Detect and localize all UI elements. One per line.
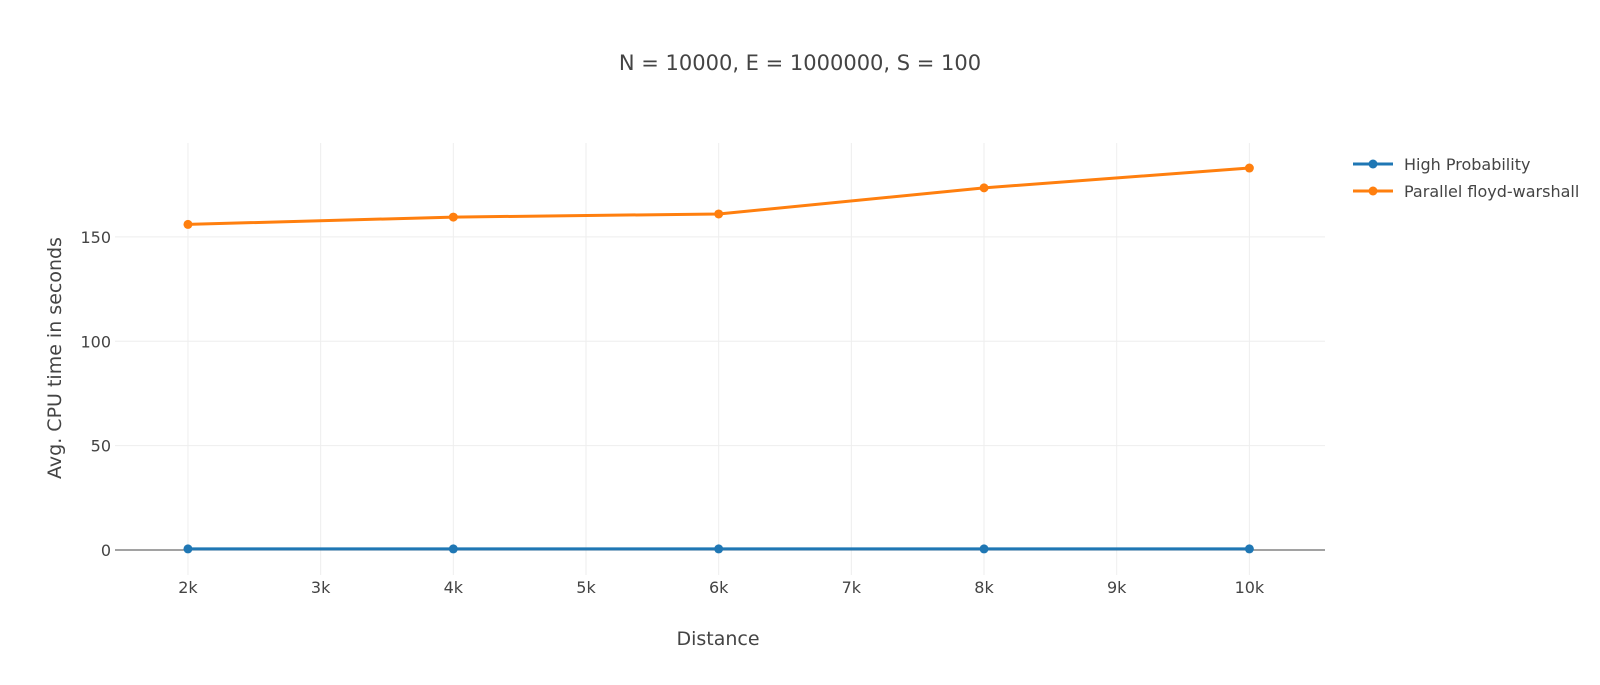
x-axis: 2k 3k 4k 5k 6k 7k 8k 9k 10k: [178, 578, 1265, 597]
data-point-high-probability: [714, 544, 724, 554]
data-point-parallel-floyd-warshall: [979, 183, 989, 193]
x-tick-label: 9k: [1107, 578, 1127, 597]
legend-marker-parallel-floyd-warshall: [1368, 186, 1378, 196]
legend-label-high-probability: High Probability: [1404, 155, 1530, 174]
plot-area: [183, 163, 1254, 554]
y-tick-label: 0: [101, 541, 111, 560]
x-tick-label: 5k: [576, 578, 596, 597]
data-point-parallel-floyd-warshall: [714, 209, 724, 219]
chart-title: N = 10000, E = 1000000, S = 100: [619, 51, 981, 75]
data-point-parallel-floyd-warshall: [448, 212, 458, 222]
x-tick-label: 2k: [178, 578, 198, 597]
y-axis: 0 50 100 150: [80, 228, 111, 560]
y-axis-title: Avg. CPU time in seconds: [44, 237, 66, 479]
x-tick-label: 7k: [842, 578, 862, 597]
x-tick-label: 10k: [1235, 578, 1265, 597]
data-point-parallel-floyd-warshall: [1244, 163, 1254, 173]
y-tick-label: 100: [80, 332, 111, 351]
data-point-high-probability: [183, 544, 193, 554]
y-tick-label: 50: [91, 437, 111, 456]
legend: High Probability Parallel floyd-warshall: [1353, 155, 1579, 201]
x-tick-label: 3k: [311, 578, 331, 597]
x-tick-label: 4k: [444, 578, 464, 597]
data-point-high-probability: [1244, 544, 1254, 554]
data-point-high-probability: [979, 544, 989, 554]
legend-label-parallel-floyd-warshall: Parallel floyd-warshall: [1404, 182, 1579, 201]
data-point-parallel-floyd-warshall: [183, 219, 193, 229]
grid-lines: [115, 143, 1325, 575]
x-tick-label: 8k: [974, 578, 994, 597]
legend-marker-high-probability: [1368, 159, 1378, 169]
y-tick-label: 150: [80, 228, 111, 247]
x-axis-title: Distance: [676, 628, 759, 650]
x-tick-label: 6k: [709, 578, 729, 597]
data-point-high-probability: [448, 544, 458, 554]
